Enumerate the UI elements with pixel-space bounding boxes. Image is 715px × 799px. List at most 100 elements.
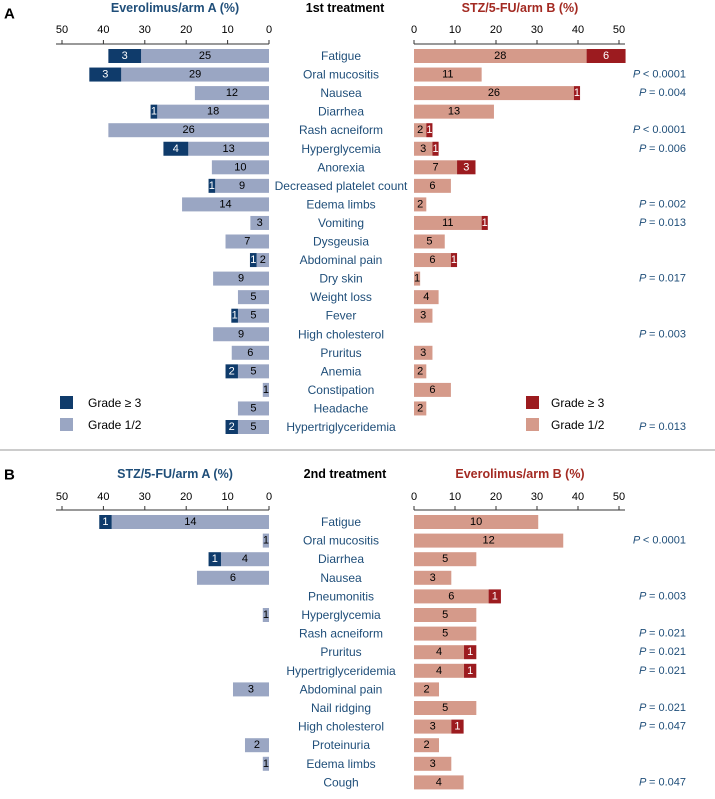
right-bar-grade-high <box>457 160 476 175</box>
right-tick-label: 30 <box>531 24 543 36</box>
left-tick-label: 20 <box>180 491 192 503</box>
p-value: P = 0.021 <box>639 646 686 658</box>
right-bar-grade-high <box>432 141 439 156</box>
category-label: Edema limbs <box>306 757 375 771</box>
left-tick-label: 50 <box>56 24 68 36</box>
category-label: Fatigue <box>321 49 361 63</box>
category-label: Pruritus <box>320 346 361 360</box>
left-bar-grade-high <box>150 104 158 119</box>
p-value: P = 0.047 <box>639 776 686 788</box>
right-bar-grade-high-value: 1 <box>492 590 498 602</box>
p-value: P = 0.021 <box>639 702 686 714</box>
right-bar-grade-low <box>414 570 452 585</box>
left-bar-grade-low <box>111 515 270 529</box>
right-bar-grade-high-value: 1 <box>467 646 473 658</box>
left-bar-grade-low-value: 1 <box>263 609 269 621</box>
right-tick-label: 30 <box>531 491 543 503</box>
left-bar-grade-low-value: 5 <box>250 310 256 322</box>
left-bar-grade-high-value: 2 <box>229 365 235 377</box>
panel-label: A <box>4 6 15 23</box>
right-bar-grade-low-value: 2 <box>423 739 429 751</box>
left-tick-label: 20 <box>180 24 192 36</box>
left-tick-label: 0 <box>266 24 272 36</box>
right-bar-grade-low <box>414 271 421 286</box>
left-bar-grade-low-value: 9 <box>238 273 244 285</box>
left-bar-grade-high-value: 1 <box>102 516 108 528</box>
right-bar-grade-low <box>414 141 433 156</box>
p-value: P = 0.004 <box>639 87 686 99</box>
left-bar-grade-low-value: 5 <box>250 365 256 377</box>
category-label: Hypertriglyceridemia <box>286 664 396 678</box>
right-bar-grade-low-value: 3 <box>430 721 436 733</box>
left-tick-label: 30 <box>139 491 151 503</box>
left-tick-label: 10 <box>221 491 233 503</box>
right-bar-grade-low <box>414 533 564 548</box>
right-tick-label: 40 <box>572 491 584 503</box>
left-bar-grade-high-value: 1 <box>232 310 238 322</box>
right-bar-grade-low-value: 3 <box>420 143 426 155</box>
category-label: Abdominal pain <box>300 253 383 267</box>
p-value: P = 0.021 <box>639 628 686 640</box>
left-bar-grade-high-value: 3 <box>102 69 108 81</box>
left-bar-grade-low-value: 29 <box>189 69 201 81</box>
left-bar-grade-low <box>157 104 269 119</box>
legend-left-grade-high-label: Grade ≥ 3 <box>88 396 142 410</box>
category-label: Diarrhea <box>318 105 364 119</box>
right-bar-grade-low <box>414 253 451 268</box>
right-tick-label: 20 <box>490 24 502 36</box>
right-bar-grade-low <box>414 49 587 63</box>
category-label: Diarrhea <box>318 552 364 566</box>
legend-right-grade-high-label: Grade ≥ 3 <box>551 396 605 410</box>
p-value: P < 0.0001 <box>633 535 686 547</box>
right-bar-grade-low-value: 12 <box>482 535 494 547</box>
left-bar-grade-low <box>262 382 269 397</box>
left-bar-grade-low-value: 10 <box>234 161 246 173</box>
left-bar-grade-low <box>213 271 269 286</box>
left-bar-grade-high-value: 1 <box>151 106 157 118</box>
left-bar-grade-low-value: 14 <box>184 516 196 528</box>
p-value: P = 0.047 <box>639 721 686 733</box>
category-label: Nail ridging <box>311 701 371 715</box>
right-tick-label: 50 <box>613 491 625 503</box>
p-value: P = 0.013 <box>639 217 686 229</box>
right-bar-grade-low-value: 11 <box>442 217 453 229</box>
right-bar-grade-low-value: 6 <box>448 590 454 602</box>
left-bar-grade-low <box>188 141 269 156</box>
category-label: Pneumonitis <box>308 589 374 603</box>
right-bar-grade-low-value: 5 <box>442 628 448 640</box>
left-bar-grade-low-value: 25 <box>199 50 211 62</box>
left-bar-grade-low-value: 14 <box>219 198 231 210</box>
category-label: Headache <box>314 401 369 415</box>
left-tick-label: 10 <box>221 24 233 36</box>
right-bar-grade-low-value: 2 <box>417 365 423 377</box>
left-bar-grade-low-value: 12 <box>226 87 238 99</box>
right-bar-grade-low <box>414 401 427 416</box>
right-bar-grade-low-value: 7 <box>432 161 438 173</box>
right-bar-grade-low-value: 5 <box>442 609 448 621</box>
left-bar-grade-high <box>249 253 257 268</box>
legend-right-grade-low-swatch <box>526 418 539 431</box>
p-value: P = 0.006 <box>639 143 686 155</box>
left-bar-grade-low-value: 5 <box>250 291 256 303</box>
right-tick-label: 40 <box>572 24 584 36</box>
right-bar-grade-low <box>414 290 439 305</box>
p-value: P = 0.021 <box>639 665 686 677</box>
category-label: Weight loss <box>310 290 372 304</box>
right-bar-grade-low <box>414 197 427 212</box>
left-bar-grade-low <box>256 253 269 268</box>
left-bar-grade-high <box>208 178 216 193</box>
left-bar-grade-low <box>215 178 269 193</box>
right-bar-grade-low-value: 10 <box>470 516 482 528</box>
category-label: Anorexia <box>317 160 365 174</box>
left-bar-grade-low-value: 1 <box>263 758 269 770</box>
left-bar-grade-low <box>237 290 269 305</box>
left-bar-grade-low <box>262 756 269 771</box>
left-bar-grade-low <box>220 552 269 567</box>
legend-left-grade-low-label: Grade 1/2 <box>88 418 142 432</box>
right-bar-grade-low-value: 4 <box>436 776 442 788</box>
left-bar-grade-low-value: 6 <box>247 347 253 359</box>
category-label: Edema limbs <box>306 197 375 211</box>
left-bar-grade-high-value: 1 <box>250 254 256 266</box>
right-tick-label: 10 <box>449 24 461 36</box>
right-bar-grade-low-value: 1 <box>414 273 420 285</box>
